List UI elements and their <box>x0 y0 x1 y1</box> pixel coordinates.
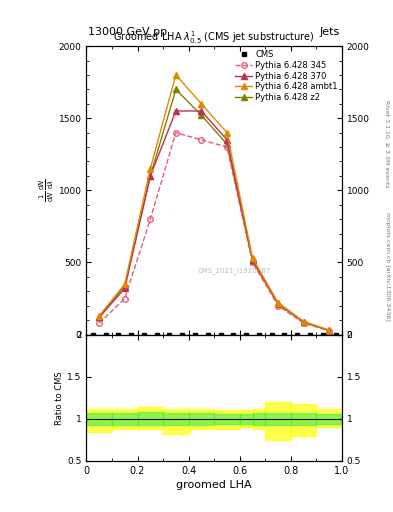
CMS <box>308 331 312 337</box>
Pythia 6.428 370 <box>123 285 127 291</box>
Pythia 6.428 z2 <box>225 141 230 147</box>
Pythia 6.428 370 <box>97 314 101 321</box>
Text: Rivet 3.1.10, ≥ 3.3M events: Rivet 3.1.10, ≥ 3.3M events <box>385 99 389 187</box>
Pythia 6.428 z2 <box>301 319 306 326</box>
Pythia 6.428 z2 <box>250 258 255 264</box>
Title: Groomed LHA $\lambda^{1}_{0.5}$ (CMS jet substructure): Groomed LHA $\lambda^{1}_{0.5}$ (CMS jet… <box>114 29 315 46</box>
Pythia 6.428 z2 <box>327 328 332 334</box>
Pythia 6.428 370 <box>327 327 332 333</box>
CMS <box>320 331 325 337</box>
CMS <box>282 331 287 337</box>
CMS <box>218 331 223 337</box>
Pythia 6.428 z2 <box>174 87 178 93</box>
Pythia 6.428 ambt1 <box>327 327 332 333</box>
CMS <box>193 331 197 337</box>
CMS <box>244 331 248 337</box>
Pythia 6.428 370 <box>250 257 255 263</box>
Pythia 6.428 370 <box>276 300 281 306</box>
CMS <box>231 331 236 337</box>
Pythia 6.428 z2 <box>97 314 101 321</box>
Pythia 6.428 ambt1 <box>123 281 127 287</box>
Pythia 6.428 ambt1 <box>174 72 178 78</box>
Pythia 6.428 370 <box>148 173 152 179</box>
Pythia 6.428 z2 <box>148 173 152 179</box>
CMS <box>103 331 108 337</box>
Pythia 6.428 ambt1 <box>250 255 255 261</box>
Pythia 6.428 345 <box>97 320 101 326</box>
Pythia 6.428 345 <box>225 144 230 150</box>
Pythia 6.428 370 <box>225 137 230 143</box>
Line: Pythia 6.428 345: Pythia 6.428 345 <box>96 130 332 334</box>
CMS <box>257 331 261 337</box>
CMS <box>206 331 210 337</box>
Pythia 6.428 ambt1 <box>148 165 152 172</box>
Pythia 6.428 z2 <box>276 301 281 307</box>
Pythia 6.428 ambt1 <box>301 318 306 325</box>
Pythia 6.428 ambt1 <box>276 300 281 306</box>
Line: Pythia 6.428 z2: Pythia 6.428 z2 <box>96 87 332 333</box>
Text: 13000 GeV pp: 13000 GeV pp <box>88 27 167 37</box>
Pythia 6.428 345 <box>276 303 281 309</box>
Pythia 6.428 345 <box>174 130 178 136</box>
CMS <box>141 331 146 337</box>
Pythia 6.428 345 <box>199 137 204 143</box>
Pythia 6.428 370 <box>301 318 306 325</box>
CMS <box>167 331 172 337</box>
Line: Pythia 6.428 ambt1: Pythia 6.428 ambt1 <box>96 72 332 333</box>
Pythia 6.428 345 <box>250 260 255 266</box>
CMS <box>333 331 338 337</box>
X-axis label: groomed LHA: groomed LHA <box>176 480 252 490</box>
Pythia 6.428 z2 <box>199 112 204 118</box>
Pythia 6.428 345 <box>301 320 306 326</box>
Y-axis label: Ratio to CMS: Ratio to CMS <box>55 371 64 424</box>
Pythia 6.428 370 <box>199 108 204 114</box>
CMS <box>180 331 185 337</box>
Text: Jets: Jets <box>320 27 340 37</box>
CMS <box>129 331 134 337</box>
Pythia 6.428 ambt1 <box>199 101 204 107</box>
Y-axis label: $\frac{1}{\mathrm{d}N}\,\frac{\mathrm{d}N}{\mathrm{d}\lambda}$: $\frac{1}{\mathrm{d}N}\,\frac{\mathrm{d}… <box>38 179 56 202</box>
Line: Pythia 6.428 370: Pythia 6.428 370 <box>96 108 332 333</box>
Pythia 6.428 370 <box>174 108 178 114</box>
Legend: CMS, Pythia 6.428 345, Pythia 6.428 370, Pythia 6.428 ambt1, Pythia 6.428 z2: CMS, Pythia 6.428 345, Pythia 6.428 370,… <box>233 49 340 103</box>
Pythia 6.428 ambt1 <box>97 313 101 319</box>
Text: CMS_2021_I1920187: CMS_2021_I1920187 <box>198 268 271 274</box>
Pythia 6.428 345 <box>327 328 332 334</box>
Line: CMS: CMS <box>91 332 338 337</box>
CMS <box>269 331 274 337</box>
CMS <box>116 331 121 337</box>
CMS <box>154 331 159 337</box>
Pythia 6.428 ambt1 <box>225 130 230 136</box>
Pythia 6.428 345 <box>148 216 152 222</box>
Text: mcplots.cern.ch [arXiv:1306.3436]: mcplots.cern.ch [arXiv:1306.3436] <box>385 212 389 321</box>
CMS <box>90 331 95 337</box>
Pythia 6.428 345 <box>123 295 127 302</box>
CMS <box>295 331 299 337</box>
Pythia 6.428 z2 <box>123 283 127 289</box>
